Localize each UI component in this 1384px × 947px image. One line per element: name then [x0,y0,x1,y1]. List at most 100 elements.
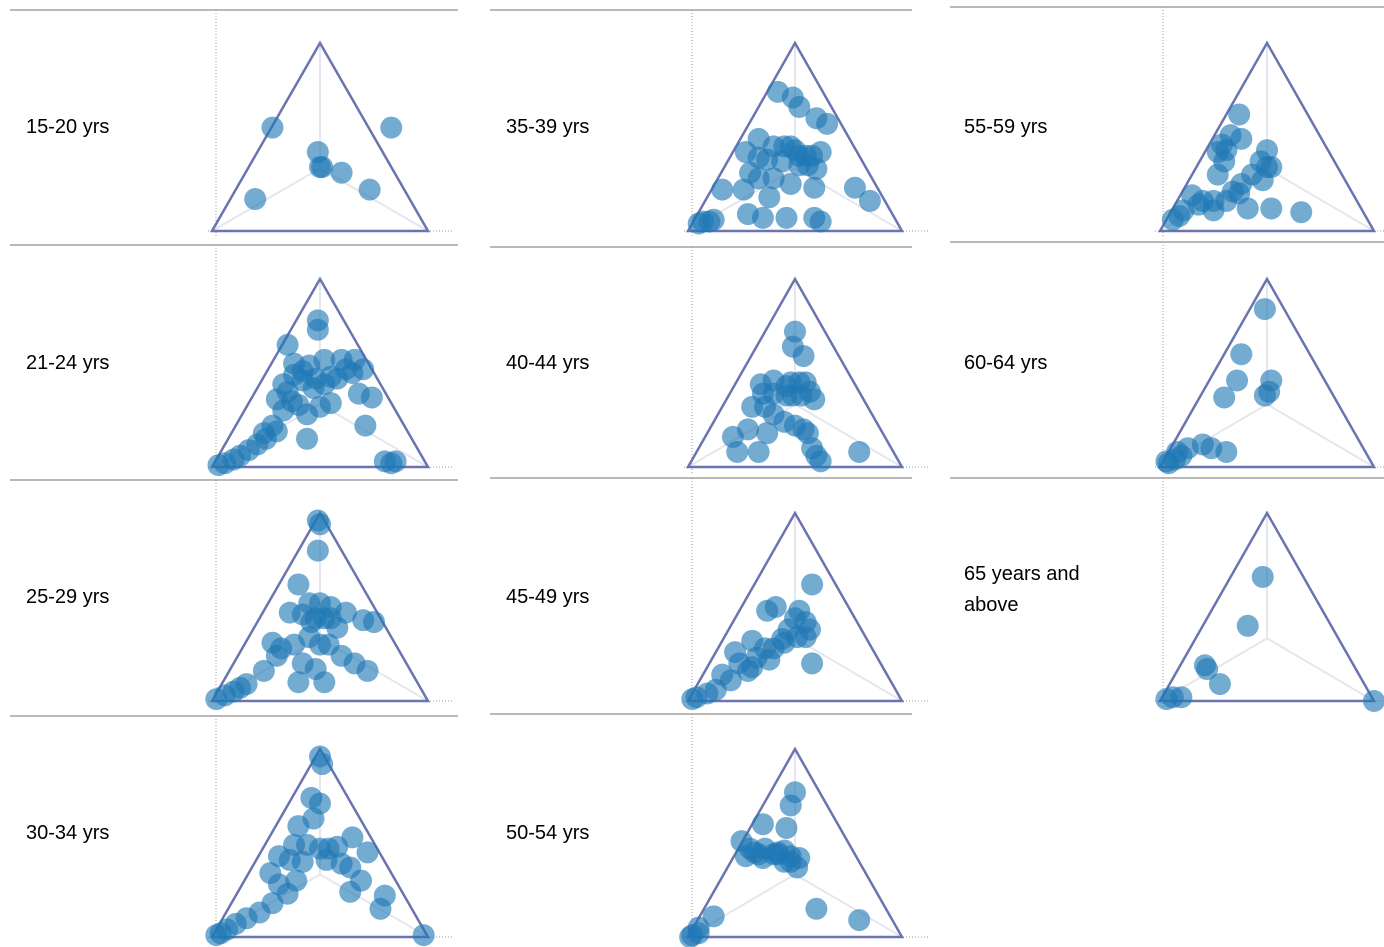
ternary-guide [794,637,903,702]
data-point [1251,169,1274,192]
panel-label: 25-29 yrs [26,586,109,608]
ternary-triangle [209,510,431,703]
ternary-triangle [685,40,905,233]
data-point [766,841,789,864]
data-point [1208,673,1231,696]
data-point [741,656,764,679]
data-point [788,847,811,870]
data-point [775,816,798,839]
data-point [313,671,336,694]
data-point [1253,384,1276,407]
ternary-guide [794,403,903,468]
data-point [339,880,362,903]
data-point [848,440,871,463]
data-point [687,922,710,945]
data-point [1363,690,1384,712]
panel: 65 years and above [950,477,1384,712]
ternary-triangle [1157,510,1377,703]
data-point [751,206,774,229]
data-point [1202,199,1225,222]
panel-label: 15-20 yrs [26,116,109,138]
data-point [1215,440,1238,463]
data-point [762,167,785,190]
panel: 50-54 yrs [490,713,928,947]
panel-label: 60-64 yrs [964,352,1047,374]
data-point [809,450,832,473]
data-point [726,440,749,463]
data-point [311,753,334,776]
ternary-guide [794,873,903,938]
data-point [788,95,811,118]
ternary-triangle [209,40,431,233]
ternary-triangle [685,276,905,469]
data-point [302,807,325,830]
data-point [805,897,828,920]
data-point [805,157,828,180]
data-point [848,909,871,932]
data-point [302,377,325,400]
data-point [751,813,774,836]
ternary-triangle [209,746,431,939]
data-point [801,573,824,596]
data-point [1236,197,1259,220]
data-point [1155,688,1178,711]
data-point [747,440,770,463]
data-point [1290,201,1313,224]
panel-label: 35-39 yrs [506,116,589,138]
data-point [1206,163,1229,186]
data-point [352,358,375,381]
panel: 25-29 yrs [10,479,458,711]
data-point [756,422,779,445]
data-point [732,178,755,201]
data-point [779,173,802,195]
data-point [306,318,329,341]
data-point [369,897,392,920]
ternary-triangle [685,510,905,703]
data-point [306,539,329,562]
data-point [1226,369,1249,392]
ternary-triangle [209,276,431,469]
data-point [1253,298,1276,321]
data-point [803,176,826,199]
data-point [330,161,353,184]
panel-label: 40-44 yrs [506,352,589,374]
data-point [1228,103,1251,126]
data-point [265,420,288,443]
data-point [300,611,323,634]
data-point [1236,614,1259,637]
data-point [412,924,435,947]
panel-label: 50-54 yrs [506,822,589,844]
data-point [207,454,230,477]
ternary-triangle [1157,276,1377,469]
data-point [687,212,710,235]
data-point [803,388,826,411]
panel: 21-24 yrs [10,244,458,477]
data-point [792,345,815,368]
data-point [354,414,377,437]
panel-label: 65 years and above [964,563,1080,616]
data-point [796,422,819,445]
data-point [358,178,381,201]
ternary-guide [1266,403,1375,468]
data-point [363,611,385,634]
data-point [205,924,228,947]
data-point [296,427,319,450]
data-point [334,358,357,381]
ternary-triangle [1157,40,1377,233]
panel: 40-44 yrs [490,246,928,473]
data-point [291,360,314,383]
data-point [311,156,334,179]
panel: 35-39 yrs [490,9,928,237]
data-point [291,850,314,873]
data-point [380,116,403,139]
data-point [360,386,383,409]
data-point [681,688,704,711]
data-point [764,596,787,618]
data-point [758,186,781,209]
data-point [384,450,407,473]
data-point [762,637,785,660]
data-point [1230,343,1253,366]
data-point [287,573,310,596]
data-point [265,644,288,667]
